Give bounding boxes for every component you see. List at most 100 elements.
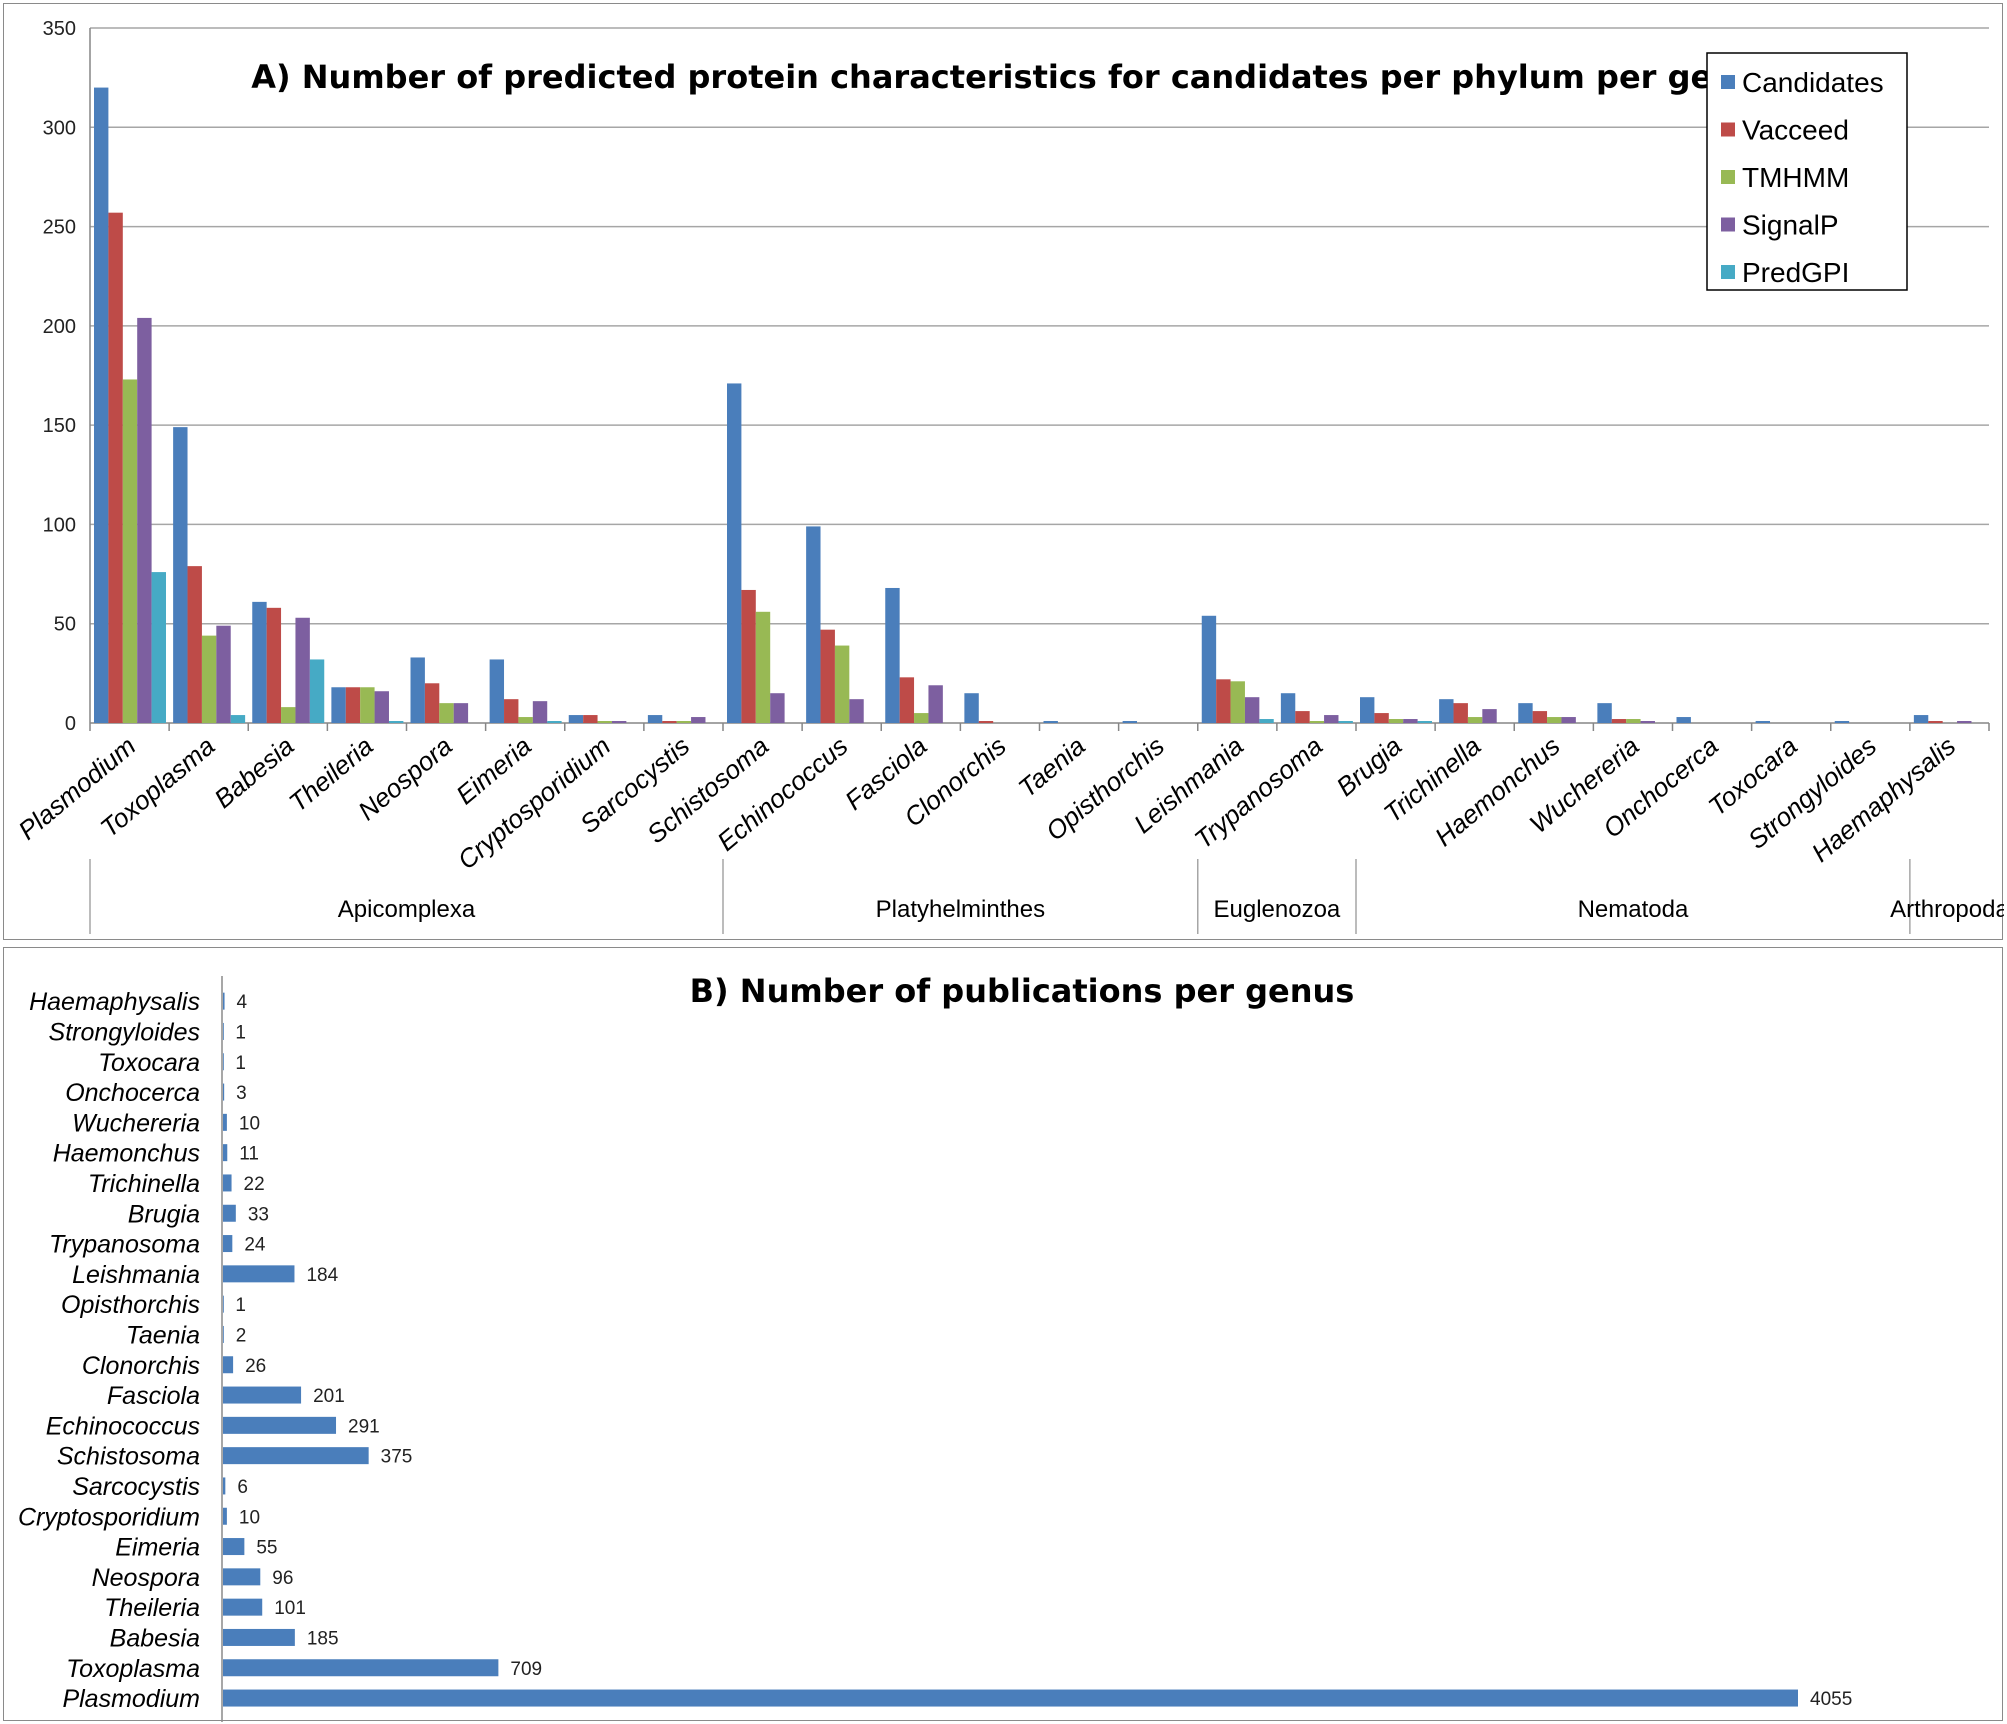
data-label: 3 xyxy=(236,1083,247,1104)
bar-signalp-theileria xyxy=(374,691,389,723)
bar-tmhmm-echinococcus xyxy=(834,645,850,723)
genus-label: Opisthorchis xyxy=(61,1291,200,1319)
bar-candidates-echinococcus xyxy=(806,526,821,723)
chart-b-title: B) Number of publications per genus xyxy=(690,972,1355,1010)
bar-tmhmm-leishmania xyxy=(1230,681,1245,723)
bar-vacceed-plasmodium xyxy=(108,212,123,723)
legend-swatch-signalp xyxy=(1721,217,1735,232)
bar-publications-neospora xyxy=(223,1568,261,1586)
bar-candidates-haemaphysalis xyxy=(1913,715,1929,723)
legend-swatch-tmhmm xyxy=(1721,170,1735,184)
bar-candidates-leishmania xyxy=(1201,615,1217,723)
bar-tmhmm-trichinella xyxy=(1467,717,1483,723)
bar-vacceed-trypanosoma xyxy=(1295,711,1310,723)
phylum-label: Euglenozoa xyxy=(1213,896,1340,923)
phylum-label: Arthropoda xyxy=(1890,896,2004,923)
y-tick-label: 200 xyxy=(43,316,76,338)
bar-vacceed-haemaphysalis xyxy=(1928,721,1943,723)
y-tick-label: 300 xyxy=(43,117,76,139)
data-label: 11 xyxy=(239,1144,259,1165)
bar-vacceed-clonorchis xyxy=(978,721,994,723)
data-label: 184 xyxy=(306,1265,338,1286)
data-label: 291 xyxy=(348,1416,380,1437)
bar-vacceed-haemonchus xyxy=(1532,711,1548,723)
legend-label-candidates: Candidates xyxy=(1742,67,1884,98)
bar-tmhmm-cryptosporidium xyxy=(597,721,612,723)
bar-tmhmm-plasmodium xyxy=(122,379,138,723)
bar-vacceed-brugia xyxy=(1374,713,1389,723)
bar-vacceed-wuchereria xyxy=(1611,719,1627,723)
bar-signalp-plasmodium xyxy=(137,317,152,723)
panel-a: 0 50 100 150 200 250 300 350 Plasmodium Toxoplasm… xyxy=(3,3,2004,940)
bar-signalp-neospora xyxy=(453,703,469,723)
bar-vacceed-fasciola xyxy=(899,677,915,723)
bar-publications-toxoplasma xyxy=(223,1659,499,1677)
bar-predgpi-babesia xyxy=(309,659,325,723)
bar-signalp-brugia xyxy=(1403,719,1418,723)
legend-label-vacceed: Vacceed xyxy=(1742,115,1849,146)
bar-predgpi-toxoplasma xyxy=(230,715,246,723)
data-label: 33 xyxy=(248,1204,269,1225)
bar-signalp-fasciola xyxy=(928,685,943,723)
genus-label: Haemaphysalis xyxy=(1806,731,1961,868)
bar-publications-plasmodium xyxy=(223,1689,1798,1707)
genus-label: Eimeria xyxy=(115,1534,200,1562)
bar-signalp-schistosoma xyxy=(770,693,785,723)
data-label: 4055 xyxy=(1810,1689,1852,1710)
bar-candidates-trypanosoma xyxy=(1280,693,1296,723)
bar-candidates-trichinella xyxy=(1439,699,1454,723)
data-label: 6 xyxy=(237,1477,248,1498)
genus-label: Echinococcus xyxy=(46,1412,200,1440)
legend-label-predgpi: PredGPI xyxy=(1742,257,1849,288)
y-tick-label: 50 xyxy=(54,614,76,636)
bar-vacceed-echinococcus xyxy=(820,629,835,723)
bar-signalp-wuchereria xyxy=(1640,721,1655,723)
data-label: 201 xyxy=(313,1386,345,1407)
bar-candidates-babesia xyxy=(252,601,267,723)
bar-tmhmm-brugia xyxy=(1388,719,1404,723)
bar-publications-eimeria xyxy=(223,1538,245,1556)
data-label: 1 xyxy=(235,1022,246,1043)
bar-publications-sarcocystis xyxy=(223,1477,226,1495)
bar-publications-trypanosoma xyxy=(223,1235,233,1253)
bar-candidates-sarcocystis xyxy=(647,715,663,723)
bar-publications-leishmania xyxy=(223,1265,295,1283)
bar-candidates-wuchereria xyxy=(1597,703,1612,723)
data-label: 1 xyxy=(235,1295,246,1316)
data-label: 10 xyxy=(239,1507,260,1528)
genus-label: Babesia xyxy=(208,731,299,814)
bar-vacceed-theileria xyxy=(345,687,361,723)
bar-candidates-clonorchis xyxy=(964,693,979,723)
bar-tmhmm-fasciola xyxy=(914,713,929,723)
phylum-label: Apicomplexa xyxy=(338,896,476,923)
bar-publications-haemaphysalis xyxy=(223,992,225,1010)
bar-vacceed-babesia xyxy=(266,607,282,723)
bar-vacceed-trichinella xyxy=(1453,703,1468,723)
bar-tmhmm-trypanosoma xyxy=(1309,721,1325,723)
genus-label: Babesia xyxy=(110,1624,200,1652)
genus-label: Neospora xyxy=(92,1564,200,1592)
bar-candidates-taenia xyxy=(1043,721,1058,723)
bar-predgpi-brugia xyxy=(1417,721,1432,723)
chart-a-svg: 050100150200250300350PlasmodiumToxoplasm… xyxy=(12,18,2004,934)
genus-label: Trypanosoma xyxy=(49,1231,200,1259)
data-label: 1 xyxy=(235,1053,246,1074)
y-tick-label: 0 xyxy=(65,713,76,735)
genus-label: Haemaphysalis xyxy=(29,988,200,1016)
genus-label: Schistosoma xyxy=(57,1443,200,1471)
genus-label: Brugia xyxy=(128,1200,200,1228)
bar-publications-strongyloides xyxy=(223,1022,224,1040)
bar-vacceed-leishmania xyxy=(1216,679,1231,723)
bar-candidates-haemonchus xyxy=(1518,703,1533,723)
genus-label: Onchocerca xyxy=(65,1079,200,1107)
bar-vacceed-neospora xyxy=(424,683,440,723)
bar-candidates-opisthorchis xyxy=(1122,721,1138,723)
phylum-label: Nematoda xyxy=(1578,896,1689,923)
genus-label: Toxocara xyxy=(98,1049,200,1077)
bar-predgpi-plasmodium xyxy=(151,572,166,723)
bar-publications-cryptosporidium xyxy=(223,1507,227,1525)
data-label: 55 xyxy=(256,1538,277,1559)
bar-tmhmm-toxoplasma xyxy=(201,635,217,723)
bar-tmhmm-neospora xyxy=(439,703,454,723)
bar-candidates-neospora xyxy=(410,657,425,723)
